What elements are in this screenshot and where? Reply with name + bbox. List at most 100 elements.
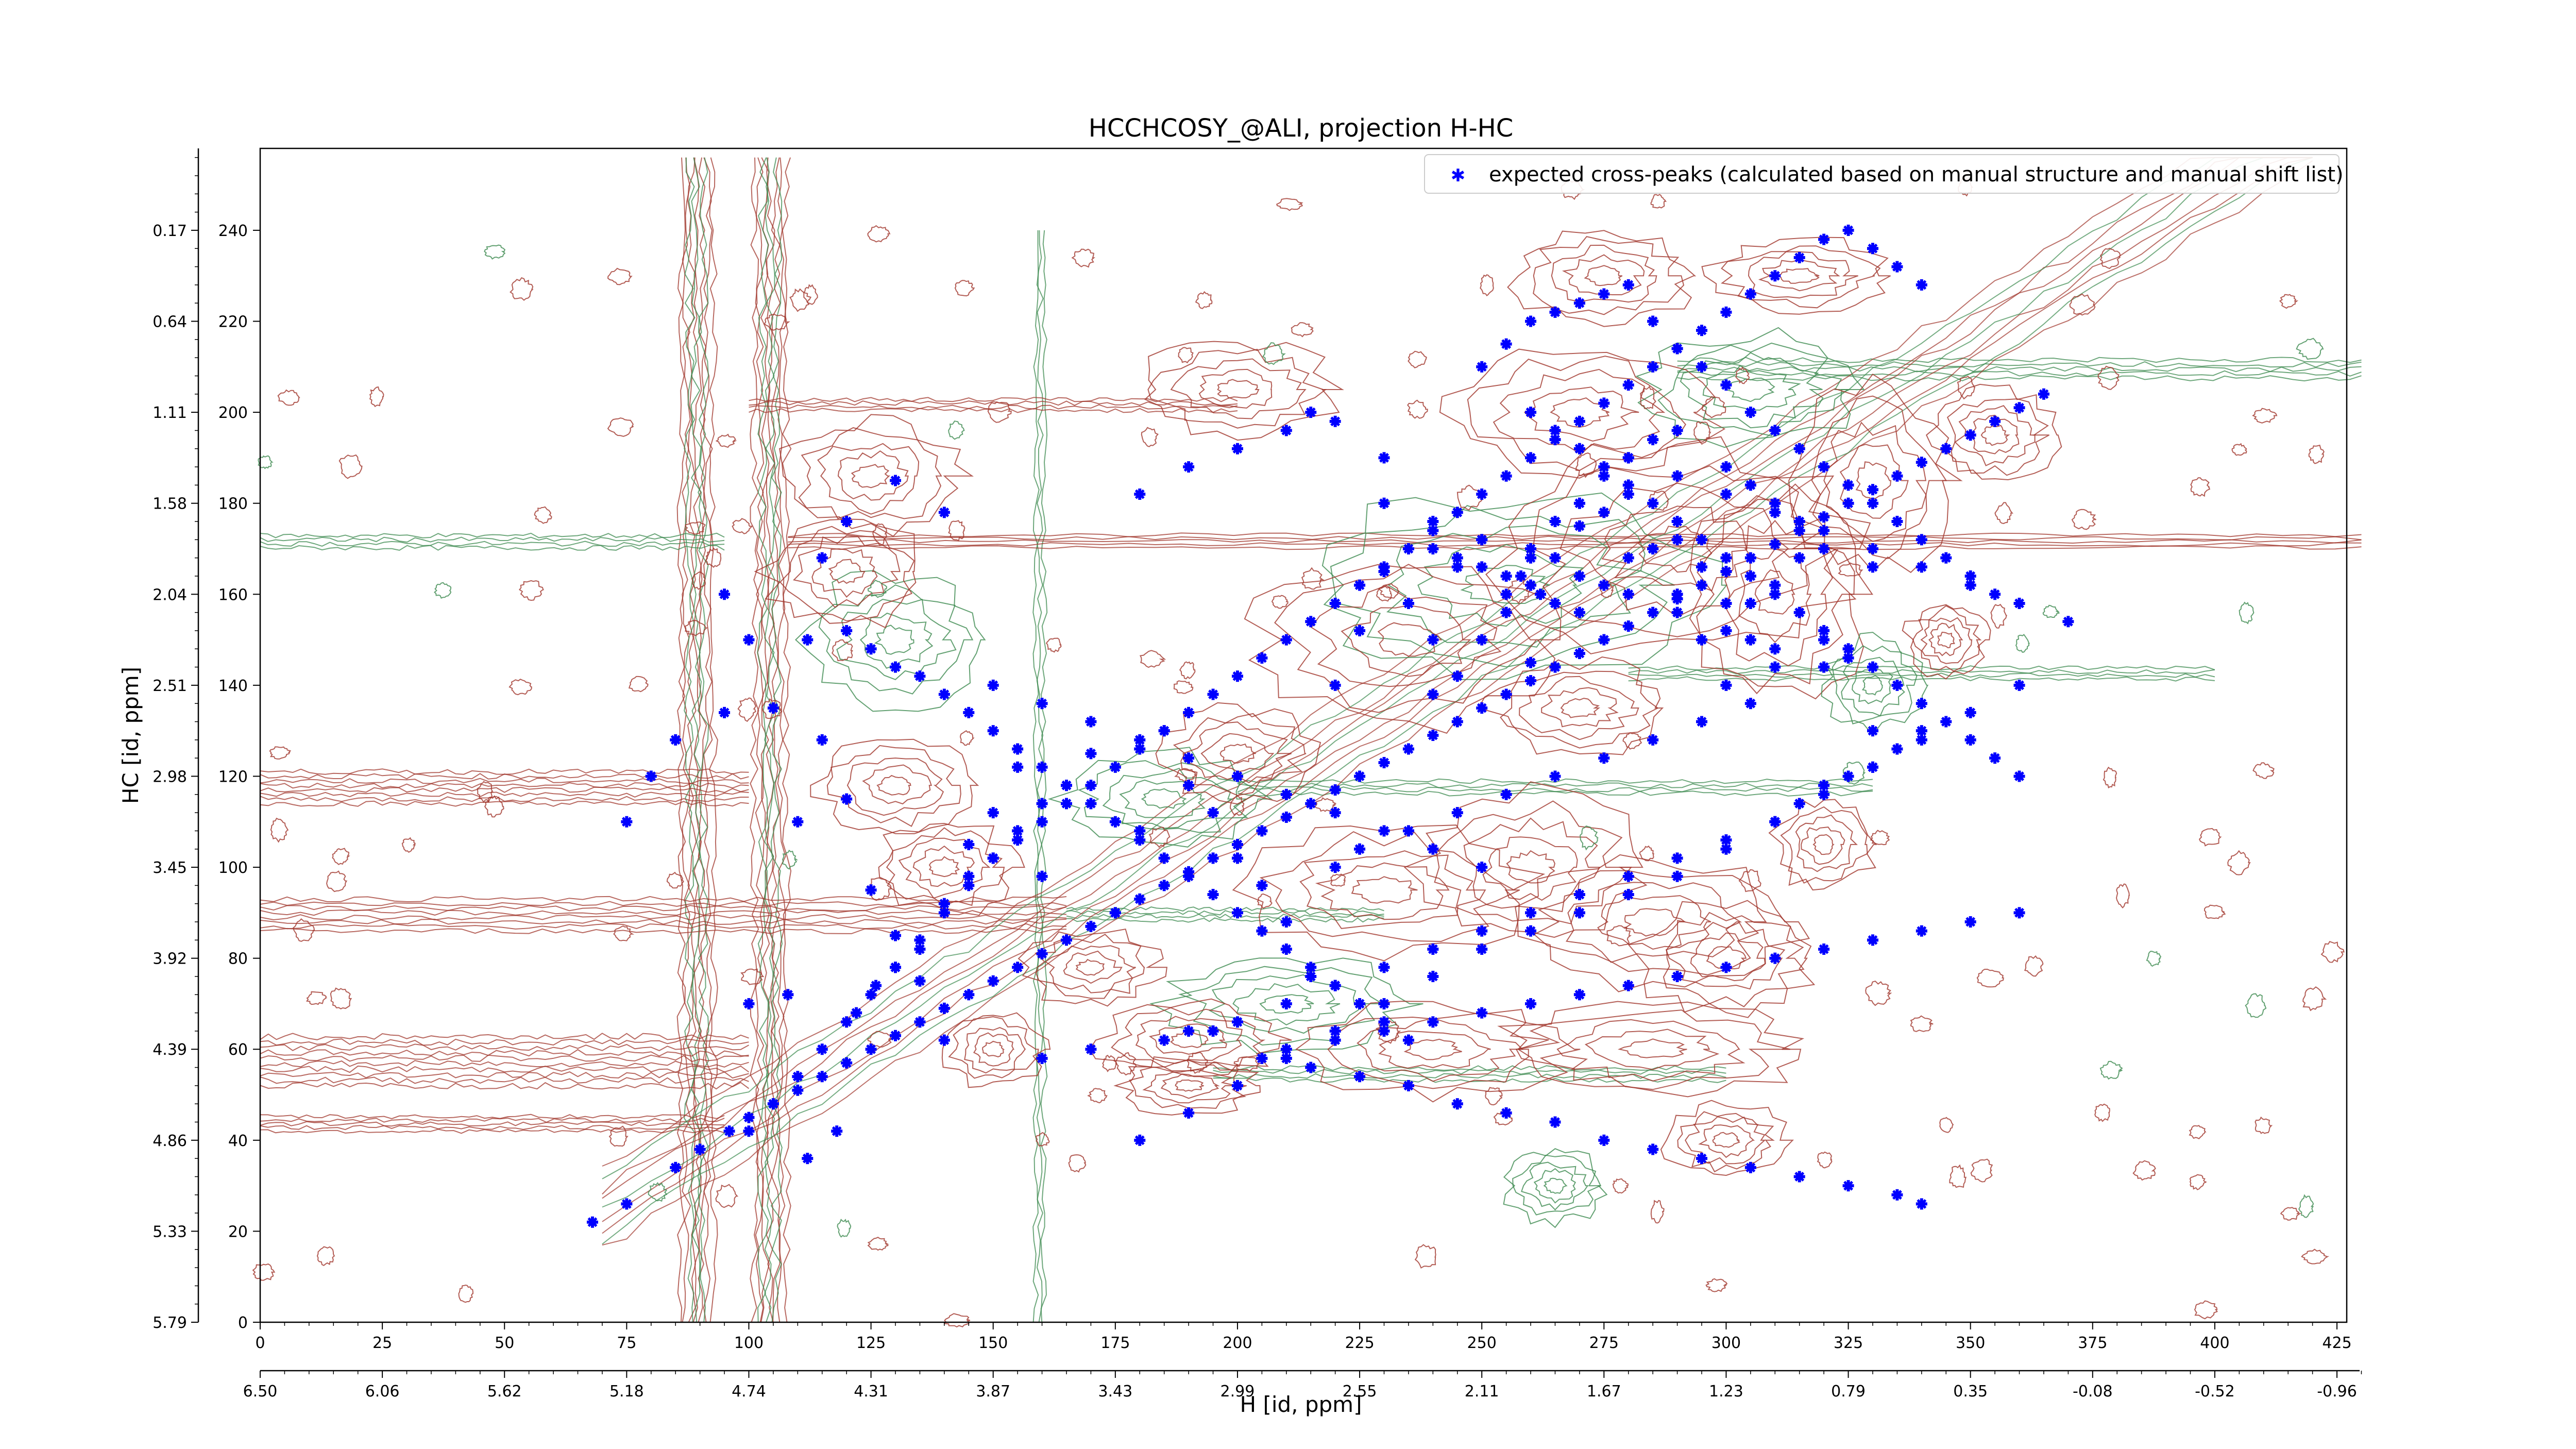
contour-noise [1939, 1117, 1954, 1133]
x-tick-label: 150 [978, 1334, 1008, 1352]
contour-noise [2204, 904, 2226, 919]
contour-noise [1701, 396, 1726, 418]
cross-peak-marker [1671, 852, 1683, 864]
cross-peak-marker [1451, 670, 1463, 682]
cross-peak-marker [1378, 561, 1390, 573]
contour-noise [1414, 1244, 1436, 1269]
cross-peak-marker [1012, 743, 1024, 755]
cross-peak-marker [1964, 734, 1976, 746]
cross-peak-marker [1696, 1153, 1708, 1165]
contour-blob [1198, 368, 1273, 409]
contour-blob [1463, 817, 1601, 913]
contour-blob [1754, 569, 1795, 615]
contour-noise [761, 698, 783, 719]
cross-peak-marker [1867, 661, 1878, 673]
cross-peak-marker [1354, 770, 1366, 782]
x-ppm-tick-label: 0.35 [1953, 1383, 1988, 1401]
cross-peak-marker [2013, 907, 2025, 919]
contour-diagonal [602, 157, 2313, 1234]
contour-noise [1102, 1054, 1117, 1072]
contour-blob [1601, 506, 1754, 592]
contour-blob [1299, 850, 1486, 929]
cross-peak-marker [1647, 434, 1659, 446]
contour-diagonal [602, 157, 2313, 1199]
y-axis-index: 0 20 40 60 80 100 120 140 160 180 200 220 240 [218, 222, 260, 1332]
contour-blob [1560, 482, 1790, 617]
contour-noise [1376, 586, 1392, 602]
cross-peak-marker [1744, 479, 1756, 491]
cross-peak-marker [1916, 1198, 1927, 1210]
contour-noise [740, 968, 765, 985]
contour-noise [1990, 603, 2007, 629]
cross-peak-marker [1354, 625, 1366, 636]
y-tick-label: 240 [218, 222, 248, 240]
cross-peak-marker [1549, 516, 1561, 528]
cross-peak-marker [1671, 425, 1683, 436]
contour-noise [782, 850, 799, 870]
cross-peak-marker [1329, 1034, 1341, 1046]
contour-blob [1738, 548, 1812, 643]
cross-peak-marker [1744, 1161, 1756, 1173]
cross-peak-marker [890, 475, 902, 486]
cross-peak-marker [1940, 552, 1952, 564]
cross-peak-marker [782, 989, 794, 1001]
x-ppm-tick-label: 3.43 [1098, 1383, 1132, 1401]
cross-peak-marker [1573, 415, 1585, 427]
contour-noise [1865, 980, 1892, 1006]
cross-peak-marker [792, 1084, 804, 1096]
contour-blob [1821, 632, 1929, 736]
contour-blob [1497, 1001, 1805, 1098]
contour-noise [1870, 830, 1890, 846]
contour-noise [764, 313, 790, 331]
contour-diagonal [602, 157, 2313, 1195]
contour-blob [1018, 928, 1168, 1007]
cross-peak-marker [1402, 825, 1414, 837]
cross-peak-marker [1354, 579, 1366, 591]
contour-blob [1811, 395, 1947, 559]
contour-horizontal-streak [260, 791, 749, 798]
contour-blob [1403, 1038, 1462, 1060]
x-ppm-tick-label: -0.96 [2317, 1383, 2357, 1401]
contour-blob [1341, 604, 1471, 677]
cross-peak-marker [987, 725, 999, 737]
contour-blob [1758, 259, 1840, 292]
cross-peak-marker [1696, 716, 1708, 728]
cross-peak-marker [1476, 925, 1488, 937]
cross-peak-marker [1207, 1025, 1219, 1037]
contour-noise [959, 730, 975, 746]
contour-noise [1379, 583, 1400, 599]
contour-noise [1738, 869, 1761, 892]
contour-noise [2103, 766, 2117, 789]
contour-blob [1274, 564, 1538, 713]
cross-peak-marker [1769, 270, 1781, 282]
x-tick-label: 325 [1834, 1334, 1863, 1352]
cross-peak-marker [1256, 652, 1268, 664]
cross-peak-marker [1207, 807, 1219, 819]
contour-noise [1705, 1278, 1728, 1292]
cross-peak-marker [1598, 397, 1610, 409]
x-tick-label: 125 [856, 1334, 886, 1352]
contour-blob [779, 526, 915, 621]
x-tick-label: 275 [1589, 1334, 1619, 1352]
contour-noise [628, 676, 649, 693]
contour-horizontal-streak [788, 545, 2362, 550]
cross-peak-marker [1525, 552, 1537, 564]
contour-horizontal-streak [260, 905, 1067, 912]
contour-noise [2198, 828, 2222, 847]
cross-peak-marker [1427, 525, 1439, 536]
cross-peak-marker [1720, 552, 1732, 564]
contour-blob [1044, 945, 1136, 993]
contour-blob [1113, 1056, 1261, 1116]
contour-blob [798, 427, 942, 519]
cross-peak-marker [1769, 952, 1781, 964]
contour-noise [1173, 680, 1194, 694]
contour-noise [2252, 408, 2278, 424]
cross-peak-marker [1818, 661, 1830, 673]
cross-peak-marker [1525, 907, 1537, 919]
cross-peak-marker [1280, 634, 1292, 646]
contour-blob [1954, 405, 2036, 466]
x-tick-label: 175 [1100, 1334, 1130, 1352]
cross-peak-marker [1818, 780, 1830, 791]
cross-peak-marker [1744, 552, 1756, 564]
contour-blob [1660, 1100, 1794, 1176]
